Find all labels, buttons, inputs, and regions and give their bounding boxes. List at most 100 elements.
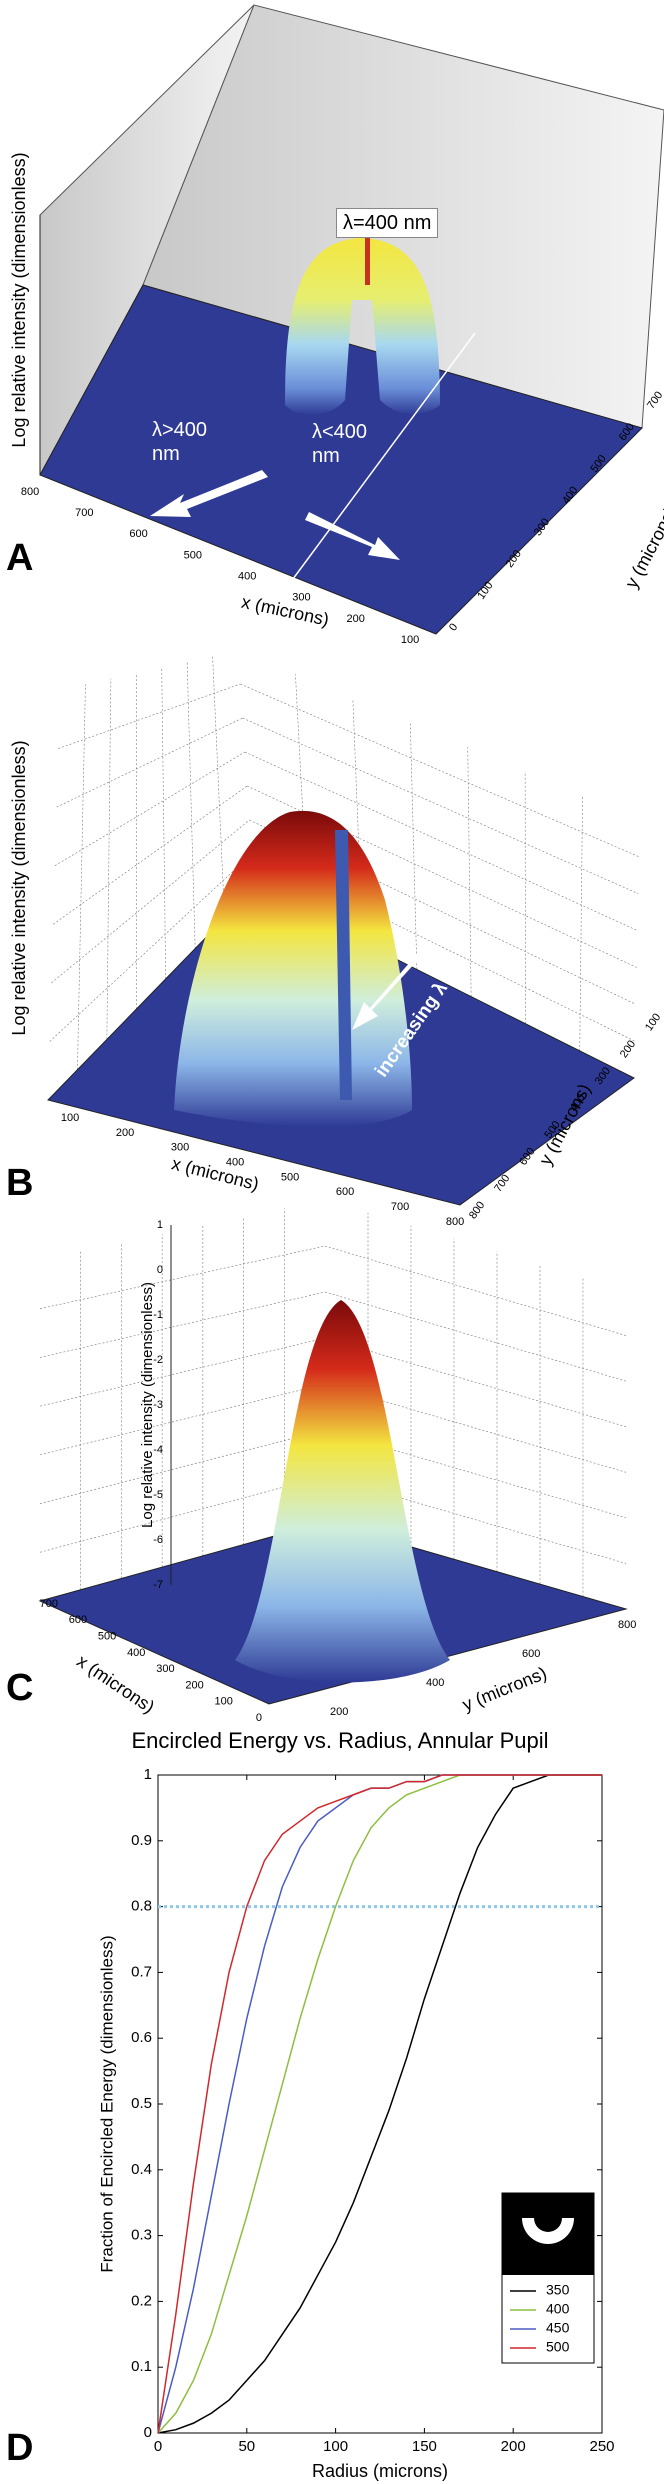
panel-label: D <box>6 2427 33 2469</box>
tick-label: 700 <box>40 1598 58 1610</box>
series-line <box>157 1774 602 2434</box>
legend-label: 450 <box>546 2320 570 2336</box>
tick-label: 400 <box>226 1156 244 1168</box>
tick-label: 800 <box>446 1216 464 1228</box>
wall-grid <box>39 1245 326 1310</box>
panel-b: increasing λ Log relative intensity (dim… <box>6 740 635 1206</box>
y-tick-label: 0.3 <box>131 2227 152 2244</box>
x-tick-label: 50 <box>238 2438 255 2455</box>
floor <box>39 284 643 635</box>
tick-label: 400 <box>426 1677 444 1689</box>
tick-label: 600 <box>336 1186 354 1198</box>
z-axis-label: Log relative intensity (dimensionless) <box>139 1282 156 1528</box>
wall-grid <box>212 655 225 919</box>
tick-label: 300 <box>156 1663 174 1675</box>
tick-label: -3 <box>153 1399 163 1411</box>
panel-a: Log relative intensity (dimensionless) x… <box>6 4 664 635</box>
chart-title: Encircled Energy vs. Radius, Annular Pup… <box>132 1728 549 1753</box>
tick-label: 300 <box>171 1142 189 1154</box>
tick-label: 800 <box>467 1199 487 1221</box>
z-axis-label: Log relative intensity (dimensionless) <box>9 740 29 1035</box>
x-tick-label: 200 <box>501 2438 526 2455</box>
tick-label: 200 <box>116 1127 134 1139</box>
wall-grid <box>324 1291 627 1382</box>
tick-label: 0 <box>256 1712 262 1724</box>
y-tick-label: 0.6 <box>131 2029 152 2046</box>
wall-grid <box>56 717 243 808</box>
wall-grid <box>39 1429 326 1504</box>
tick-label: 0 <box>447 621 460 633</box>
wall-grid <box>54 751 246 866</box>
wall-grid <box>106 678 112 1040</box>
tick-label: 800 <box>618 1619 636 1631</box>
surface <box>174 810 412 1127</box>
spike <box>365 225 370 285</box>
tick-label: 500 <box>184 549 202 561</box>
annotation: λ>400 nm <box>152 419 208 465</box>
tick-label: 200 <box>185 1679 203 1691</box>
y-axis-label: Fraction of Encircled Energy (dimensionl… <box>97 1935 116 2272</box>
tick-label: 100 <box>61 1112 79 1124</box>
legend-label: 400 <box>546 2301 570 2317</box>
y-axis-label: y (microns) <box>621 503 664 591</box>
wall-grid <box>39 1291 326 1358</box>
tick-label: 100 <box>401 634 419 646</box>
wall-grid <box>579 795 583 1051</box>
tick-label: 600 <box>69 1614 87 1626</box>
x-axis-label: Radius (microns) <box>312 2461 448 2481</box>
wall-grid <box>77 684 86 1070</box>
x-tick-label: 150 <box>412 2438 437 2455</box>
tick-label: 300 <box>292 592 310 604</box>
tick-label: 700 <box>75 507 93 519</box>
tick-label: -7 <box>153 1579 163 1591</box>
y-tick-label: 0.5 <box>131 2095 152 2112</box>
tick-label: 200 <box>618 1038 638 1060</box>
y-tick-label: 1 <box>144 1766 152 1783</box>
arrow <box>352 945 428 1030</box>
y-tick-label: 0.2 <box>131 2292 152 2309</box>
y-tick-label: 0 <box>144 2424 152 2441</box>
tick-label: -4 <box>153 1444 163 1456</box>
tick-label: 400 <box>127 1647 145 1659</box>
tick-label: 700 <box>391 1201 409 1213</box>
wall-grid <box>186 661 196 949</box>
panel-label: A <box>6 537 33 579</box>
wall-grid <box>51 819 250 984</box>
wall-grid <box>249 819 636 1005</box>
x-axis-label: x (microns) <box>240 592 331 630</box>
wall-grid <box>242 717 639 894</box>
panel-label: B <box>6 1162 33 1204</box>
wall-grid <box>467 747 472 997</box>
tick-label: -5 <box>153 1489 163 1501</box>
x-axis-label: x (microns) <box>170 1153 261 1194</box>
x-tick-label: 250 <box>589 2438 614 2455</box>
panel-c: Log relative intensity (dimensionless) x… <box>6 1225 628 1717</box>
surface <box>285 238 440 416</box>
legend-label: 500 <box>546 2339 570 2355</box>
notch <box>335 830 352 1100</box>
tick-label: 1 <box>157 1219 163 1231</box>
y-tick-label: 0.1 <box>131 2358 152 2375</box>
x-tick-label: 0 <box>154 2438 162 2455</box>
tick-label: 100 <box>214 1696 232 1708</box>
tick-label: -6 <box>153 1534 163 1546</box>
wall-grid <box>58 683 241 749</box>
wall-grid <box>39 1383 326 1456</box>
annotation: λ<400 nm <box>312 421 368 467</box>
wall-grid <box>324 1337 627 1428</box>
tick-label: 700 <box>645 389 664 411</box>
tick-label: 800 <box>21 486 39 498</box>
tick-label: 400 <box>238 570 256 582</box>
arrow <box>305 512 400 560</box>
y-axis-label: y (microns) <box>460 1663 550 1715</box>
wall-grid <box>161 667 167 979</box>
tick-label: 500 <box>281 1171 299 1183</box>
series-line <box>157 1774 602 2434</box>
tick-label: 0 <box>157 1264 163 1276</box>
tick-label: -2 <box>153 1354 163 1366</box>
legend-icon <box>522 2218 574 2244</box>
panel-label: C <box>6 1667 33 1709</box>
wall-grid <box>240 683 640 858</box>
tick-label: 100 <box>643 1011 663 1033</box>
annotation: λ=400 nm <box>336 208 439 238</box>
